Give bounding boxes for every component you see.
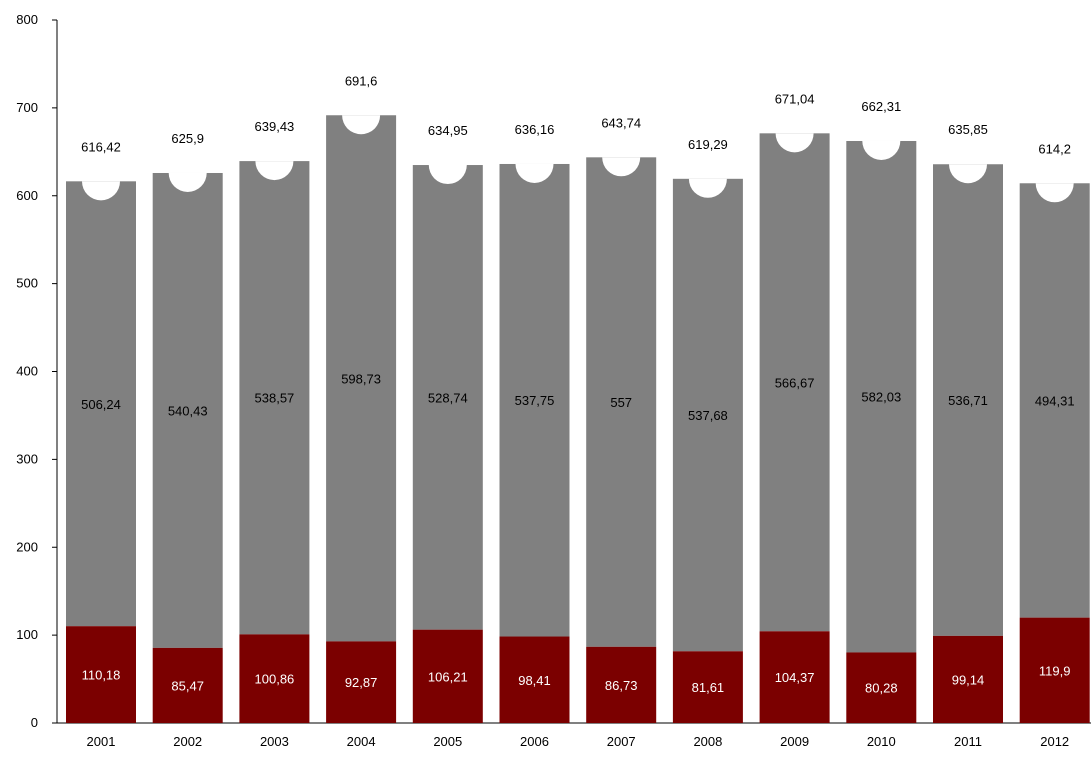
upper-segment-label: 506,24 <box>81 397 121 412</box>
bar-segment-lower <box>672 651 743 723</box>
bar-segment-upper <box>759 133 830 632</box>
upper-segment-label: 537,68 <box>688 408 728 423</box>
total-label: 636,16 <box>515 122 555 137</box>
bar-top-notch <box>82 181 120 201</box>
total-label: 643,74 <box>601 115 641 130</box>
lower-segment-label: 92,87 <box>345 675 378 690</box>
bar-segment-lower <box>1019 617 1090 723</box>
lower-segment-label: 99,14 <box>952 672 985 687</box>
total-label: 671,04 <box>775 91 815 106</box>
upper-segment-label: 566,67 <box>775 375 815 390</box>
bar-segment-upper <box>412 165 483 630</box>
lower-segment-label: 104,37 <box>775 670 815 685</box>
bar-segment-upper <box>152 172 223 648</box>
bar-segment-lower <box>412 629 483 723</box>
x-tick-label: 2003 <box>260 734 289 749</box>
y-tick-label: 800 <box>16 12 38 27</box>
lower-segment-label: 85,47 <box>171 678 204 693</box>
bar-segment-upper <box>586 157 657 647</box>
total-label: 619,29 <box>688 137 728 152</box>
upper-segment-label: 598,73 <box>341 371 381 386</box>
bar-top-notch <box>775 133 814 153</box>
total-label: 639,43 <box>255 119 295 134</box>
bar-segment-upper <box>1019 183 1090 618</box>
lower-segment-label: 100,86 <box>255 672 295 687</box>
x-tick-label: 2010 <box>867 734 896 749</box>
upper-segment-label: 582,03 <box>861 390 901 405</box>
x-tick-label: 2012 <box>1040 734 1069 749</box>
x-tick-label: 2011 <box>954 734 982 749</box>
x-tick-label: 2001 <box>87 734 116 749</box>
bars <box>66 115 1090 723</box>
y-tick-label: 500 <box>16 276 38 291</box>
bar-segment-lower <box>759 631 830 723</box>
x-tick-label: 2008 <box>693 734 722 749</box>
y-tick-label: 400 <box>16 364 38 379</box>
bar-top-notch <box>168 172 207 192</box>
y-tick-label: 300 <box>16 451 38 466</box>
bar-segment-lower <box>239 634 310 723</box>
bar-segment-lower <box>586 646 657 723</box>
total-label: 616,42 <box>81 139 121 154</box>
lower-segment-label: 86,73 <box>605 678 638 693</box>
bar-segment-lower <box>846 652 917 723</box>
bar-top-notch <box>688 178 727 198</box>
bar-segment-upper <box>846 140 917 653</box>
bar-segment-lower <box>66 626 136 723</box>
upper-segment-label: 538,57 <box>255 391 295 406</box>
x-tick-label: 2004 <box>347 734 376 749</box>
lower-segment-label: 81,61 <box>692 680 725 695</box>
lower-segment-label: 110,18 <box>82 668 121 683</box>
bar-segment-lower <box>326 641 397 723</box>
bar-segment-upper <box>239 161 310 635</box>
bar-top-notch <box>949 164 987 184</box>
axes: 0 100 200 300 400 500 600 700 800 <box>16 12 1091 730</box>
y-tick-label: 0 <box>31 715 38 730</box>
bar-segment-lower <box>152 647 223 723</box>
bar-segment-upper <box>933 164 1003 636</box>
x-tick-label: 2005 <box>433 734 462 749</box>
total-label: 691,6 <box>345 73 378 88</box>
bar-segment-upper <box>326 115 397 642</box>
upper-segment-label: 536,71 <box>948 393 988 408</box>
lower-segment-label: 98,41 <box>518 673 551 688</box>
total-label: 635,85 <box>948 122 988 137</box>
upper-segment-label: 537,75 <box>515 393 555 408</box>
total-label: 662,31 <box>861 99 901 114</box>
bar-segment-upper <box>499 163 570 637</box>
bar-top-notch <box>428 165 467 185</box>
y-tick-label: 200 <box>16 539 38 554</box>
lower-segment-label: 80,28 <box>865 681 898 696</box>
bar-top-notch <box>602 157 641 177</box>
total-label: 634,95 <box>428 123 468 138</box>
bar-segment-lower <box>933 635 1003 723</box>
bar-top-notch <box>255 161 294 181</box>
lower-segment-label: 119,9 <box>1039 663 1071 678</box>
x-tick-label: 2002 <box>173 734 202 749</box>
bar-segment-upper <box>672 178 743 652</box>
total-label: 614,2 <box>1038 141 1071 156</box>
upper-segment-label: 557 <box>610 395 632 410</box>
upper-segment-label: 528,74 <box>428 390 468 405</box>
bar-top-notch <box>862 140 901 160</box>
upper-segment-label: 494,31 <box>1035 393 1075 408</box>
x-tick-label: 2007 <box>607 734 636 749</box>
y-tick-label: 600 <box>16 188 38 203</box>
total-label: 625,9 <box>171 131 204 146</box>
y-tick-label: 100 <box>16 627 38 642</box>
bar-top-notch <box>1035 183 1074 203</box>
bar-top-notch <box>515 163 554 183</box>
bar-segment-upper <box>66 181 136 627</box>
x-tick-label: 2006 <box>520 734 549 749</box>
data-labels: 2001 616,42 506,24 110,18 2002 625,9 540,43 85,… <box>81 73 1074 749</box>
y-tick-label: 700 <box>16 100 38 115</box>
lower-segment-label: 106,21 <box>428 669 468 684</box>
x-tick-label: 2009 <box>780 734 809 749</box>
bar-top-notch <box>342 115 381 135</box>
bar-segment-lower <box>499 636 570 723</box>
upper-segment-label: 540,43 <box>168 403 208 418</box>
